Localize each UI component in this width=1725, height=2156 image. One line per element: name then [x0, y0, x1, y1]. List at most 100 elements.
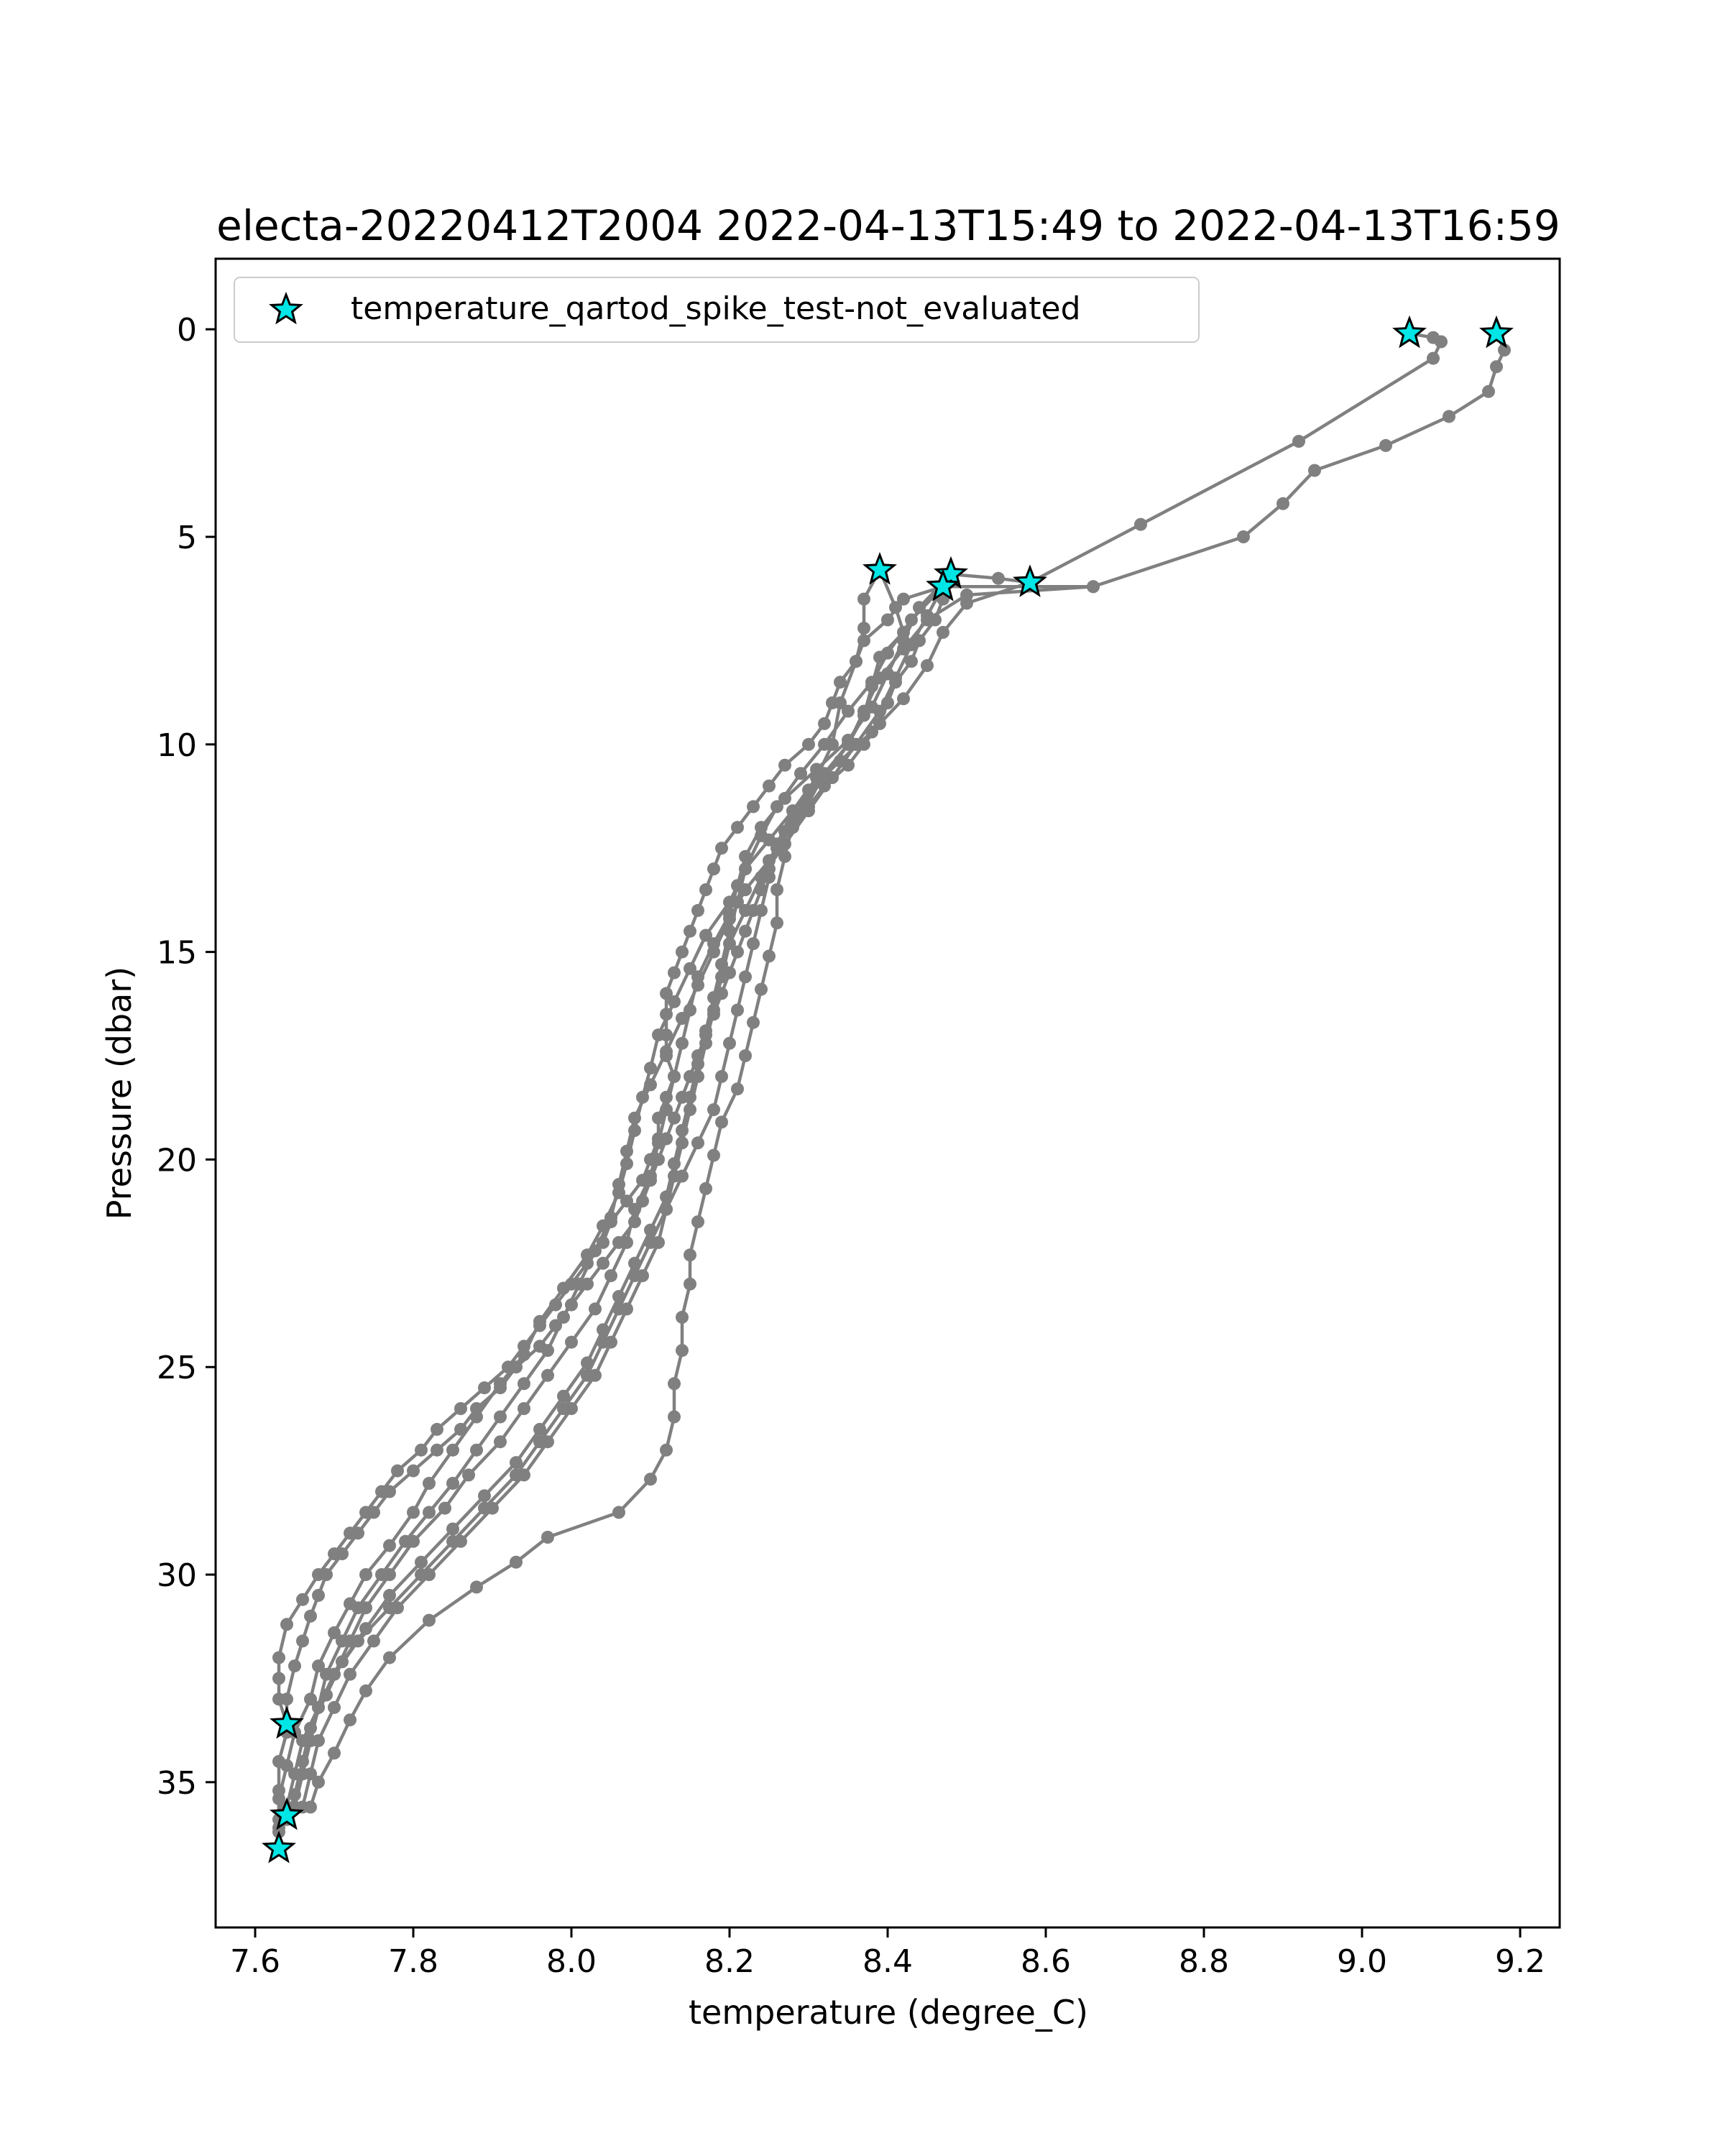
data-point [470, 1580, 483, 1594]
data-point [802, 783, 815, 797]
data-point [668, 1069, 681, 1083]
data-point [786, 804, 799, 818]
data-point [668, 1157, 681, 1171]
data-point [660, 1202, 673, 1216]
data-point [312, 1700, 325, 1714]
data-point [731, 879, 744, 893]
x-tick-label: 8.0 [546, 1943, 597, 1980]
data-point [834, 676, 847, 689]
data-point [383, 1588, 396, 1602]
data-point [518, 1377, 530, 1391]
x-tick-label: 8.6 [1021, 1943, 1071, 1980]
data-point [470, 1410, 483, 1424]
data-point [336, 1547, 349, 1561]
data-point [383, 1485, 396, 1498]
data-point [691, 1136, 704, 1150]
data-point [715, 1069, 728, 1083]
data-point [778, 758, 791, 772]
y-tick-label: 10 [157, 727, 197, 764]
data-point [446, 1522, 459, 1536]
data-point [857, 592, 870, 606]
y-tick-label: 25 [157, 1350, 197, 1386]
data-point [573, 1277, 586, 1291]
flag-star-marker [270, 1797, 304, 1830]
data-point [612, 1506, 625, 1519]
data-point [557, 1310, 570, 1324]
data-point [660, 1045, 673, 1059]
data-point [1237, 530, 1250, 543]
data-point [620, 1144, 633, 1158]
data-point [312, 1775, 325, 1789]
data-point [644, 1235, 657, 1249]
data-point [676, 1344, 689, 1358]
flag-star-marker [1479, 315, 1514, 349]
data-point [731, 821, 744, 834]
data-point [660, 1443, 673, 1457]
x-tick-label: 9.0 [1337, 1943, 1387, 1980]
data-point [359, 1568, 372, 1581]
data-point [446, 1443, 459, 1457]
data-point [715, 842, 728, 855]
x-axis-label: temperature (degree_C) [689, 1993, 1088, 2032]
data-point [494, 1377, 507, 1391]
y-axis-label: Pressure (dbar) [100, 967, 139, 1220]
data-point [1427, 351, 1440, 365]
data-point [676, 1012, 689, 1025]
data-point [873, 671, 886, 685]
data-point [668, 995, 681, 1008]
data-point [431, 1422, 443, 1436]
data-point [660, 987, 673, 1000]
data-point [818, 771, 831, 784]
data-point [960, 588, 973, 602]
data-point [438, 1501, 451, 1515]
data-point [518, 1348, 530, 1361]
data-point [897, 642, 910, 655]
data-point [699, 1024, 712, 1038]
data-point [699, 1181, 712, 1195]
data-point [739, 1049, 752, 1062]
data-point [320, 1568, 333, 1581]
data-point [541, 1531, 554, 1544]
data-point [565, 1335, 578, 1349]
data-point [597, 1335, 610, 1349]
data-point [604, 1269, 617, 1283]
data-point [328, 1700, 341, 1714]
data-point [478, 1501, 491, 1515]
data-point [842, 737, 855, 751]
data-point [620, 1235, 633, 1249]
flag-star-marker [1392, 315, 1427, 349]
data-point [707, 991, 720, 1005]
data-point [312, 1659, 325, 1673]
data-point [541, 1344, 554, 1358]
data-point [937, 625, 949, 639]
data-point [533, 1314, 546, 1328]
flag-star-marker [862, 552, 897, 585]
data-point [462, 1468, 475, 1482]
data-point [818, 737, 831, 751]
data-point [351, 1526, 364, 1540]
legend: temperature_qartod_spike_test-not_evalua… [234, 277, 1200, 343]
flag-star-marker [262, 1830, 296, 1864]
data-point [842, 704, 855, 718]
data-point [446, 1477, 459, 1490]
data-point [272, 1792, 285, 1805]
data-point [676, 1036, 689, 1050]
data-point [423, 1477, 436, 1490]
data-point [770, 916, 783, 930]
data-point [881, 646, 894, 660]
data-point [644, 1169, 657, 1183]
data-point [344, 1713, 356, 1727]
data-point [992, 571, 1005, 585]
data-point [802, 804, 815, 818]
data-point [676, 1124, 689, 1137]
data-point [518, 1402, 530, 1415]
data-point [589, 1302, 602, 1316]
profile-series [288, 563, 910, 1814]
data-point [296, 1734, 309, 1748]
data-point [794, 767, 807, 780]
data-point [407, 1506, 420, 1519]
data-point [676, 1310, 689, 1324]
flag-star-marker [1013, 564, 1047, 597]
data-point [644, 1473, 657, 1486]
data-point [328, 1626, 341, 1639]
